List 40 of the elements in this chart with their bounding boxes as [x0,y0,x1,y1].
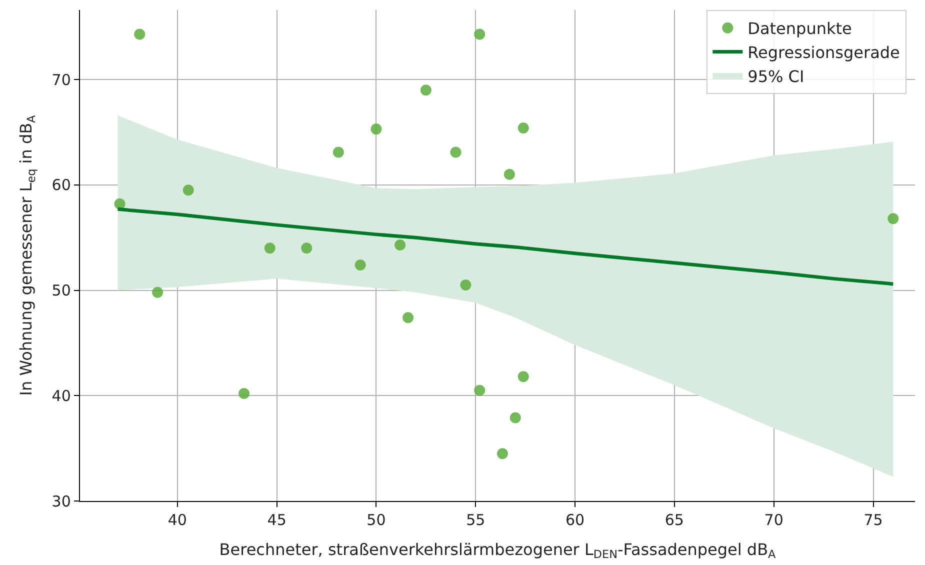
point [182,184,194,196]
x-tick-label: 50 [366,511,386,530]
y-tick-label: 70 [52,70,71,89]
x-tick-label: 70 [764,511,784,530]
point [332,146,344,158]
point [238,388,250,400]
point [496,448,508,460]
point [354,259,366,270]
y-tick-label: 50 [52,282,71,300]
point [152,286,164,298]
point [370,124,382,135]
point [474,28,486,40]
point [518,122,529,134]
point [134,28,146,40]
point [888,213,899,224]
y-tick-label: 40 [52,386,71,405]
point [402,312,414,324]
x-tick-label: 60 [565,511,585,530]
y-tick-label: 60 [52,176,71,194]
point [420,84,432,96]
point [518,371,529,382]
legend-label: Datenpunkte [748,19,852,38]
x-tick-label: 75 [864,511,883,530]
legend-label: Regressionsgerade [748,42,900,62]
x-tick-label: 65 [664,511,684,530]
x-tick-label: 55 [466,511,486,530]
point [504,168,515,180]
y-tick-label: 30 [52,492,71,510]
x-axis-title: Berechneter, straßenverkehrslärmbezogener L$_{DEN}$-Fassadenpegel dB$_{A}$ [219,540,776,562]
point [450,146,462,158]
point [460,280,472,290]
point [301,242,312,254]
x-tick-label: 45 [267,511,286,530]
point [474,384,486,396]
point [114,198,126,210]
point [394,239,406,250]
legend-label: 95% CI [748,66,804,86]
point [510,412,521,424]
x-tick-label: 40 [168,511,187,530]
point [264,242,276,254]
